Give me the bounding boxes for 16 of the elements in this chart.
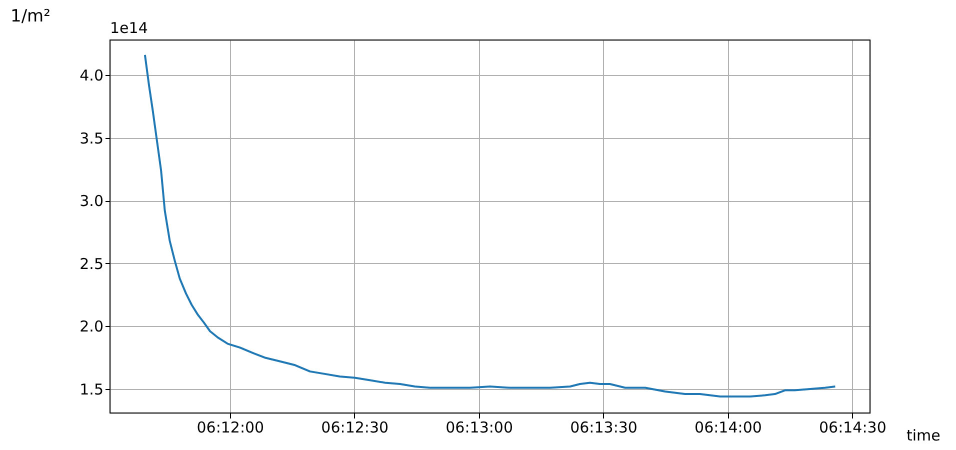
y-tick-label: 2.5 [80,254,104,273]
x-axis-title: time [906,426,940,444]
text: 1e14 [110,19,148,37]
y-tick-label: 1.5 [80,380,104,399]
y-tick-label: 3.0 [80,192,104,210]
y-tick-label: 2.0 [80,318,104,336]
x-tick-label: 06:14:30 [818,418,886,436]
y-axis-title: 1/m² [10,6,50,26]
y-tick-label: 3.5 [80,129,104,148]
x-tick-label: 06:13:00 [446,418,514,436]
x-tick-label: 06:12:30 [321,418,389,436]
line-series [144,54,836,398]
x-tick-label: 06:14:00 [694,418,762,436]
y-tick-label: 4.0 [80,66,104,85]
x-tick-label: 06:12:00 [196,418,264,436]
x-tick-label: 06:13:30 [570,418,638,436]
